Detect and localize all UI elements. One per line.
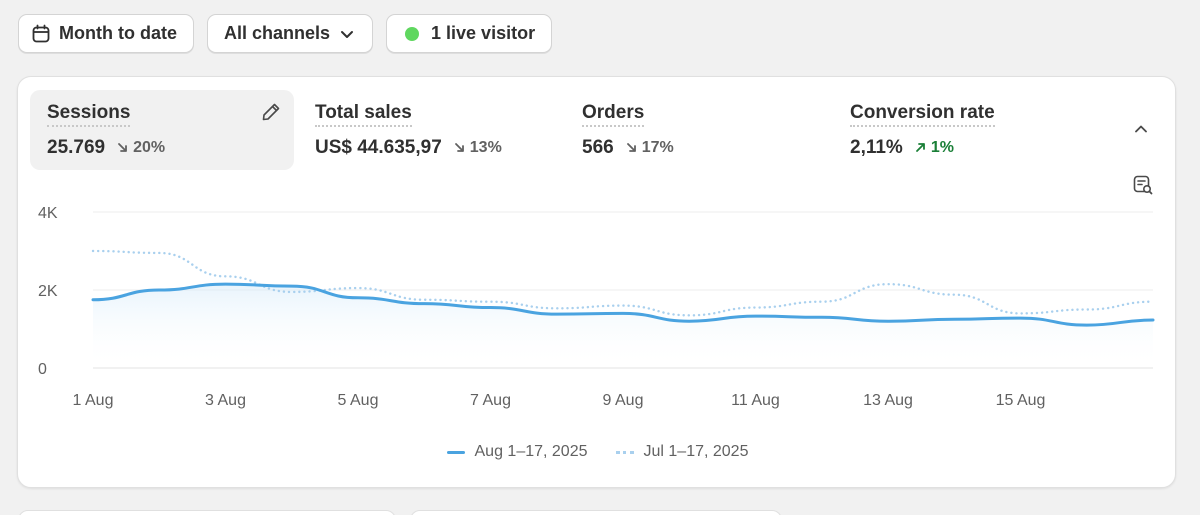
x-tick-label: 1 Aug [73,392,114,409]
legend-label: Aug 1–17, 2025 [474,443,588,460]
calendar-icon [31,24,51,44]
y-tick-label: 0 [38,361,47,378]
legend-item-previous[interactable]: Jul 1–17, 2025 [615,443,749,461]
metric-value: 566 [582,137,614,158]
arrow-down-right-icon [454,143,464,152]
analytics-card: Sessions 25.769 20% Total sales US$ 44.6… [17,76,1176,488]
metric-value: 25.769 [47,137,106,158]
pencil-icon[interactable] [261,102,281,127]
x-tick-label: 7 Aug [470,392,511,409]
x-tick-label: 15 Aug [996,392,1046,409]
metric-value: 2,11% [850,137,903,158]
metric-value: US$ 44.635,97 [315,137,442,158]
metric-sessions[interactable]: Sessions 25.769 20% [30,90,294,170]
secondary-card [18,510,396,515]
view-report-icon[interactable] [1132,174,1154,201]
metric-conversion-rate[interactable]: Conversion rate 2,11% 1% [833,90,1097,170]
arrow-up-right-icon [915,143,925,152]
metric-change-value: 13% [469,138,502,156]
dotted-line-swatch-icon [615,450,634,454]
metric-label: Orders [582,102,645,127]
arrow-down-right-icon [118,143,128,152]
x-tick-label: 3 Aug [205,392,246,409]
metric-label: Sessions [47,102,131,127]
metric-change-value: 20% [133,138,166,156]
x-tick-label: 13 Aug [863,392,913,409]
metric-change: 13% [454,139,502,157]
chart-legend: Aug 1–17, 2025 Jul 1–17, 2025 [18,443,1177,461]
metric-label: Total sales [315,102,412,127]
metric-orders[interactable]: Orders 566 17% [565,90,829,170]
x-tick-label: 5 Aug [338,392,379,409]
metric-change-value: 1% [930,138,954,156]
live-status-dot-icon [405,26,420,41]
secondary-card [410,510,782,515]
x-tick-label: 9 Aug [603,392,644,409]
arrow-down-right-icon [626,143,636,152]
date-range-button[interactable]: Month to date [18,14,194,53]
y-tick-label: 2K [38,283,58,300]
metric-total-sales[interactable]: Total sales US$ 44.635,97 13% [298,90,562,170]
chevron-down-icon [338,25,356,43]
sessions-line-chart: 4K 2K 0 1 Aug 3 Aug 5 Aug 7 Aug 9 Aug 11 Aug 13 A… [38,205,1155,409]
chevron-up-icon[interactable] [1131,119,1151,144]
metric-change: 20% [117,139,165,157]
series-line-0 [91,282,1155,327]
legend-item-current[interactable]: Aug 1–17, 2025 [446,443,588,461]
channels-label: All channels [223,23,331,43]
x-tick-label: 11 Aug [731,392,780,409]
solid-line-swatch-icon [446,450,465,454]
metric-change: 1% [915,139,954,157]
y-tick-label: 4K [38,205,58,222]
date-range-label: Month to date [59,23,177,43]
channels-dropdown[interactable]: All channels [206,14,374,53]
live-visitor-button[interactable]: 1 live visitor [386,14,553,53]
metric-change-value: 17% [641,138,674,156]
metric-change: 17% [626,139,674,157]
series-area [93,284,1153,368]
metric-label: Conversion rate [850,102,995,127]
filter-bar: Month to date All channels 1 live visito… [18,14,553,53]
live-visitor-label: 1 live visitor [431,23,536,43]
legend-label: Jul 1–17, 2025 [643,443,749,460]
